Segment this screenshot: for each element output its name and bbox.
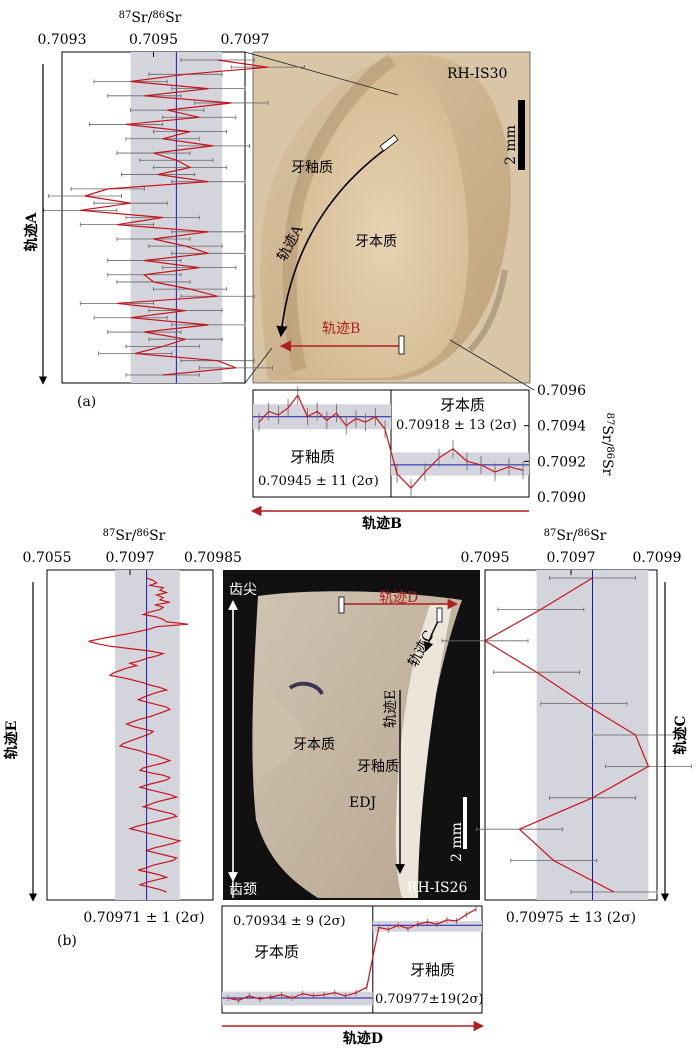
sample-id-bottom: RH-IS26 <box>407 880 468 896</box>
tick-label: 0.7090 <box>537 490 586 506</box>
figure-label-b: (b) <box>57 933 77 949</box>
tick-label: 0.7095 <box>461 550 510 566</box>
tick-label: 0.7097 <box>221 32 270 48</box>
scale-label-top: 2 mm <box>503 125 519 165</box>
photo-rh-is30: RH-IS30 2 mm 牙釉质 牙本质 轨迹A 轨迹B <box>252 51 531 384</box>
track-label: 轨迹B <box>362 515 402 532</box>
segment-label: 牙釉质 <box>290 448 335 466</box>
track-d-start-marker <box>338 596 345 614</box>
label-enamel-bottom: 牙釉质 <box>357 759 399 775</box>
uncertainty-band <box>391 452 529 476</box>
track-c-start-marker <box>436 607 443 623</box>
tick-label: 0.7093 <box>38 32 87 48</box>
tick-label: 0.7094 <box>537 419 586 435</box>
segment-stat: 0.70977±19(2σ) <box>375 992 483 1007</box>
tick-label: 0.7097 <box>106 550 155 566</box>
connector-a-bottom <box>244 347 273 384</box>
axis-title: 87Sr/86Sr <box>103 528 166 544</box>
label-track-e: 轨迹E <box>383 690 399 728</box>
axis-title: 87Sr/86Sr <box>544 528 607 544</box>
series-line <box>483 577 650 893</box>
uncertainty-band <box>372 920 482 932</box>
segment-label: 牙釉质 <box>410 961 455 979</box>
scale-bar-bottom <box>463 797 467 849</box>
stain <box>288 681 324 696</box>
label-dentine-bottom: 牙本质 <box>293 737 335 753</box>
chart-track-d: 牙本质 0.70934 ± 9 (2σ) 牙釉质 0.70977±19(2σ) 轨迹D <box>221 905 485 1047</box>
label-tip: 齿尖 <box>229 582 257 598</box>
track-b-start-marker <box>398 335 405 355</box>
track-label: 轨迹A <box>23 211 40 251</box>
segment-stat: 0.70934 ± 9 (2σ) <box>233 914 346 929</box>
series-line <box>80 59 268 376</box>
tick-label: 0.7095 <box>129 32 178 48</box>
dentine-lobe <box>255 690 305 780</box>
scale-label-bottom: 2 mm <box>449 822 465 862</box>
tick-label: 0.7099 <box>633 550 682 566</box>
track-label: 轨迹C <box>672 715 689 754</box>
uncertainty-band <box>222 991 373 1006</box>
series-line <box>88 577 189 893</box>
track-label: 轨迹E <box>3 721 20 760</box>
photo-rh-is26: 齿尖 齿颈 RH-IS26 2 mm 牙本质 牙釉质 EDJ 轨迹D 轨迹C 轨… <box>223 570 480 900</box>
tick-label: 0.7055 <box>23 550 72 566</box>
y-axis-title: 87Sr/86Sr <box>599 413 615 476</box>
label-neck: 齿颈 <box>229 882 257 898</box>
label-edj: EDJ <box>349 795 376 811</box>
tick-label: 0.7092 <box>537 454 586 470</box>
sample-id-top: RH-IS30 <box>447 66 507 82</box>
track-label: 轨迹D <box>343 1030 383 1047</box>
segment-label: 牙本质 <box>254 943 299 961</box>
label-track-b: 轨迹B <box>322 321 360 337</box>
label-dentine-top: 牙本质 <box>355 234 397 250</box>
series-line <box>227 908 477 1001</box>
fracture-edge <box>467 269 508 353</box>
series-line <box>258 394 524 489</box>
scale-bar-top <box>518 100 525 170</box>
enamel-band <box>282 54 396 372</box>
axis-title: 87Sr/86Sr <box>119 10 182 26</box>
tick-label: 0.7096 <box>537 383 586 399</box>
tick-label: 0.7097 <box>547 550 596 566</box>
chart-track-c: 0.7095 0.7097 0.7099 87Sr/86Sr 轨迹C 0.70975 ± … <box>441 528 692 926</box>
track-a-start-marker <box>379 134 399 152</box>
segment-stat: 0.70945 ± 11 (2σ) <box>258 474 379 489</box>
enamel-strip-b <box>395 605 452 898</box>
connector-a-top <box>244 51 399 96</box>
dentine-area <box>284 60 469 378</box>
label-enamel-top: 牙釉质 <box>291 160 333 176</box>
chart-track-e: 0.7055 0.7097 0.70985 87Sr/86Sr 轨迹E 0.70971 ±… <box>3 528 242 926</box>
label-track-d: 轨迹D <box>379 590 418 606</box>
chart-track-a: 0.7093 0.7095 0.7097 87Sr/86Sr 轨迹A <box>23 10 305 385</box>
connector-b <box>449 339 535 391</box>
track-a-path <box>276 147 388 338</box>
stat-label: 0.70975 ± 13 (2σ) <box>506 910 636 926</box>
chart-track-b: 牙釉质 0.70945 ± 11 (2σ) 牙本质 0.70918 ± 13 (2σ)… <box>250 383 615 532</box>
stat-label: 0.70971 ± 1 (2σ) <box>83 910 204 926</box>
figure-label-a: (a) <box>77 394 96 410</box>
tick-label: 0.70985 <box>184 550 242 566</box>
segment-stat: 0.70918 ± 13 (2σ) <box>396 418 517 433</box>
segment-label: 牙本质 <box>440 396 485 414</box>
